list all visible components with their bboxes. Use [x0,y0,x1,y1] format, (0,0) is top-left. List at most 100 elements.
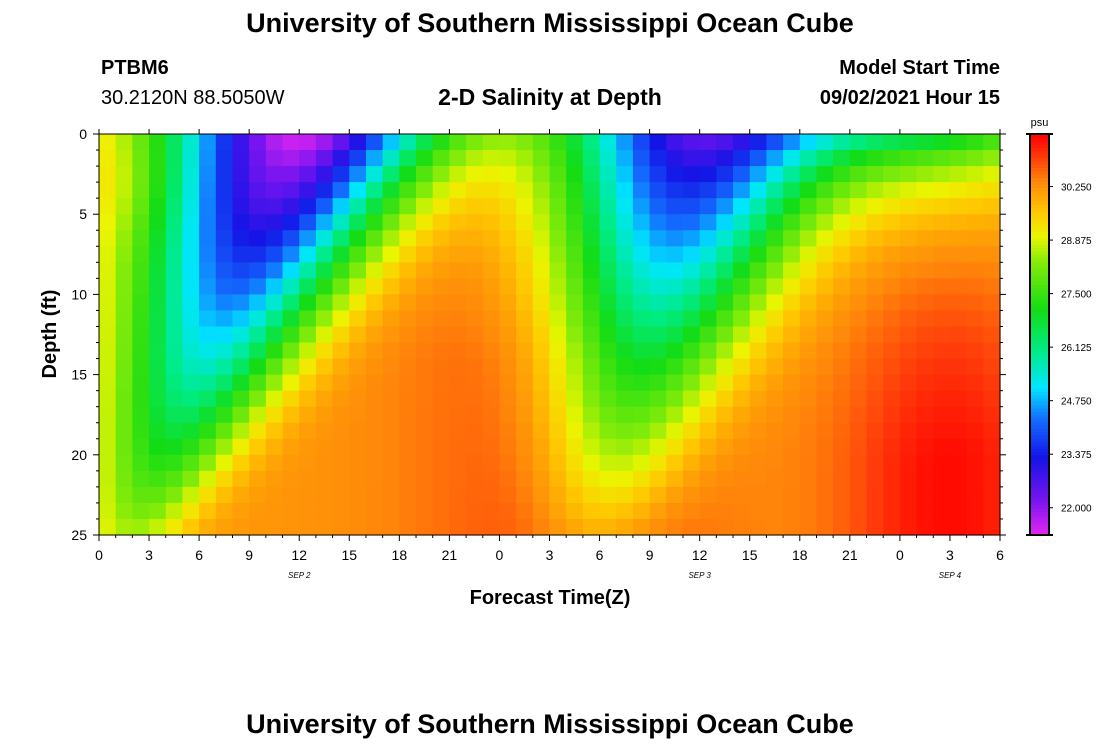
heatmap-cell [165,310,184,328]
heatmap-cell [816,150,834,167]
heatmap-cell [799,374,818,392]
heatmap-cell [733,214,751,231]
heatmap-cell [699,518,717,536]
station-coordinates: 30.2120N 88.5050W [101,87,285,109]
heatmap-cell [549,182,567,199]
heatmap-cell [249,342,267,360]
heatmap-cell [499,214,517,231]
heatmap-cell [365,422,384,440]
heatmap-cell [833,470,851,488]
heatmap-cell [466,262,484,279]
colorbar-segment [1030,488,1049,493]
heatmap-cell [649,326,667,344]
heatmap-cell [449,198,467,215]
heatmap-cell [949,278,968,295]
heatmap-cell [299,262,317,279]
colorbar-segment [1030,524,1049,529]
heatmap-cell [466,454,484,472]
heatmap-cell [916,294,934,312]
heatmap-cell [416,486,434,504]
heatmap-cell [883,390,901,408]
heatmap-cell [199,230,217,247]
heatmap-cell [499,438,517,456]
heatmap-cell [966,422,984,440]
heatmap-cell [549,214,567,231]
heatmap-cell [149,422,167,440]
heatmap-cell [699,310,717,328]
heatmap-cell [382,182,400,199]
heatmap-cell [916,342,934,360]
heatmap-cell [382,246,400,263]
heatmap-cell [682,470,701,488]
heatmap-cell [299,278,317,295]
colorbar-segment [1030,531,1049,536]
x-tick-label: 15 [341,547,357,563]
heatmap-cell [733,134,751,151]
colorbar-tick-label: 28.875 [1061,236,1092,247]
heatmap-cell [199,486,217,504]
colorbar-segment [1030,511,1049,516]
heatmap-cell [382,198,400,215]
heatmap-cell [866,150,884,167]
heatmap-cell [482,358,501,376]
heatmap-cell [966,358,984,376]
y-tick-label: 15 [71,367,87,383]
heatmap-cell [632,358,651,376]
x-axis-label: Forecast Time(Z) [470,587,631,609]
heatmap-cell [966,166,984,183]
heatmap-cell [799,390,818,408]
heatmap-cell [933,214,951,231]
x-tick-label: 21 [442,547,458,563]
heatmap-cell [749,406,768,424]
heatmap-cell [165,518,184,536]
heatmap-cell [933,198,951,215]
heatmap-cell [582,390,601,408]
heatmap-cell [532,470,551,488]
heatmap-cell [365,262,384,279]
heatmap-cell [899,182,918,199]
heatmap-cell [149,246,167,263]
heatmap-cell [733,294,751,312]
heatmap-cell [399,166,417,183]
heatmap-cell [449,406,467,424]
heatmap-cell [449,374,467,392]
heatmap-cell [849,278,868,295]
heatmap-cell [199,294,217,312]
heatmap-cell [282,342,300,360]
heatmap-cell [149,374,167,392]
heatmap-cell [416,310,434,328]
heatmap-cell [632,518,651,536]
heatmap-cell [632,438,651,456]
heatmap-cell [149,454,167,472]
heatmap-cell [983,326,1001,344]
heatmap-cell [215,214,234,231]
heatmap-cell [883,262,901,279]
heatmap-cell [783,230,801,247]
heatmap-cell [899,454,918,472]
heatmap-cell [899,214,918,231]
heatmap-cell [933,278,951,295]
heatmap-cell [666,326,684,344]
heatmap-cell [699,166,717,183]
colorbar-segment [1030,528,1049,533]
heatmap-cell [983,166,1001,183]
heatmap-cell [466,230,484,247]
heatmap-cell [499,230,517,247]
heatmap-cell [516,198,534,215]
heatmap-cell [315,342,334,360]
heatmap-cell [733,390,751,408]
heatmap-cell [249,310,267,328]
heatmap-cell [682,326,701,344]
heatmap-cell [199,150,217,167]
heatmap-cell [499,422,517,440]
heatmap-cell [516,246,534,263]
colorbar-segment [1030,314,1049,319]
heatmap-cell [799,406,818,424]
heatmap-cell [766,310,784,328]
heatmap-cell [365,230,384,247]
heatmap-cell [199,374,217,392]
x-tick-label: 12 [692,547,708,563]
heatmap-cell [783,502,801,520]
heatmap-cell [783,390,801,408]
